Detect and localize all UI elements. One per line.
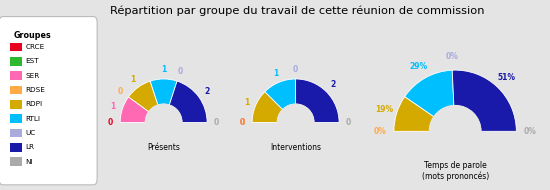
- Text: CRCE: CRCE: [25, 44, 45, 50]
- Circle shape: [145, 104, 182, 141]
- Text: 0: 0: [346, 118, 351, 127]
- Text: 1: 1: [130, 75, 135, 84]
- Text: Temps de parole
(mots prononcés): Temps de parole (mots prononcés): [421, 161, 489, 181]
- Wedge shape: [150, 79, 177, 105]
- Text: 1: 1: [244, 98, 249, 107]
- Text: RDPI: RDPI: [25, 101, 42, 107]
- Bar: [10, 100, 22, 109]
- Circle shape: [430, 106, 481, 157]
- Text: 29%: 29%: [410, 62, 428, 70]
- Text: 0: 0: [178, 67, 183, 77]
- Text: RDSE: RDSE: [25, 87, 45, 93]
- Wedge shape: [120, 97, 149, 122]
- Text: 51%: 51%: [498, 73, 516, 82]
- Wedge shape: [452, 70, 516, 131]
- Text: SER: SER: [25, 73, 40, 79]
- Text: 2: 2: [331, 80, 336, 89]
- Wedge shape: [265, 79, 296, 109]
- Text: 19%: 19%: [375, 105, 393, 114]
- Wedge shape: [405, 70, 454, 117]
- Text: 0%: 0%: [524, 127, 536, 136]
- Bar: [10, 43, 22, 51]
- Text: Répartition par groupe du travail de cette réunion de commission: Répartition par groupe du travail de cet…: [110, 6, 484, 16]
- Text: 2: 2: [204, 87, 209, 96]
- Text: 1: 1: [161, 65, 166, 74]
- Text: 0%: 0%: [445, 52, 458, 61]
- Text: 0: 0: [118, 87, 123, 96]
- Wedge shape: [169, 81, 207, 122]
- FancyBboxPatch shape: [0, 17, 97, 185]
- Text: Interventions: Interventions: [270, 143, 321, 152]
- Text: 1: 1: [111, 101, 116, 111]
- Text: Groupes: Groupes: [14, 31, 51, 40]
- Text: 0: 0: [240, 118, 245, 127]
- Text: 1: 1: [273, 69, 278, 78]
- Bar: [10, 157, 22, 166]
- Text: LR: LR: [25, 144, 35, 150]
- Text: 0: 0: [293, 65, 298, 74]
- Text: UC: UC: [25, 130, 36, 136]
- Wedge shape: [252, 92, 283, 122]
- Text: 0: 0: [214, 118, 219, 127]
- Text: 0%: 0%: [374, 127, 387, 136]
- Wedge shape: [296, 79, 339, 122]
- Text: Présents: Présents: [147, 143, 180, 152]
- Bar: [10, 86, 22, 94]
- Bar: [10, 143, 22, 152]
- Text: 0: 0: [108, 118, 113, 127]
- Bar: [10, 71, 22, 80]
- Wedge shape: [129, 81, 158, 112]
- Bar: [10, 57, 22, 66]
- Text: EST: EST: [25, 58, 39, 64]
- Text: 0: 0: [240, 118, 245, 127]
- Wedge shape: [394, 97, 434, 131]
- Text: NI: NI: [25, 159, 33, 165]
- Text: RTLI: RTLI: [25, 116, 41, 122]
- Circle shape: [277, 104, 314, 141]
- Bar: [10, 114, 22, 123]
- Bar: [10, 129, 22, 137]
